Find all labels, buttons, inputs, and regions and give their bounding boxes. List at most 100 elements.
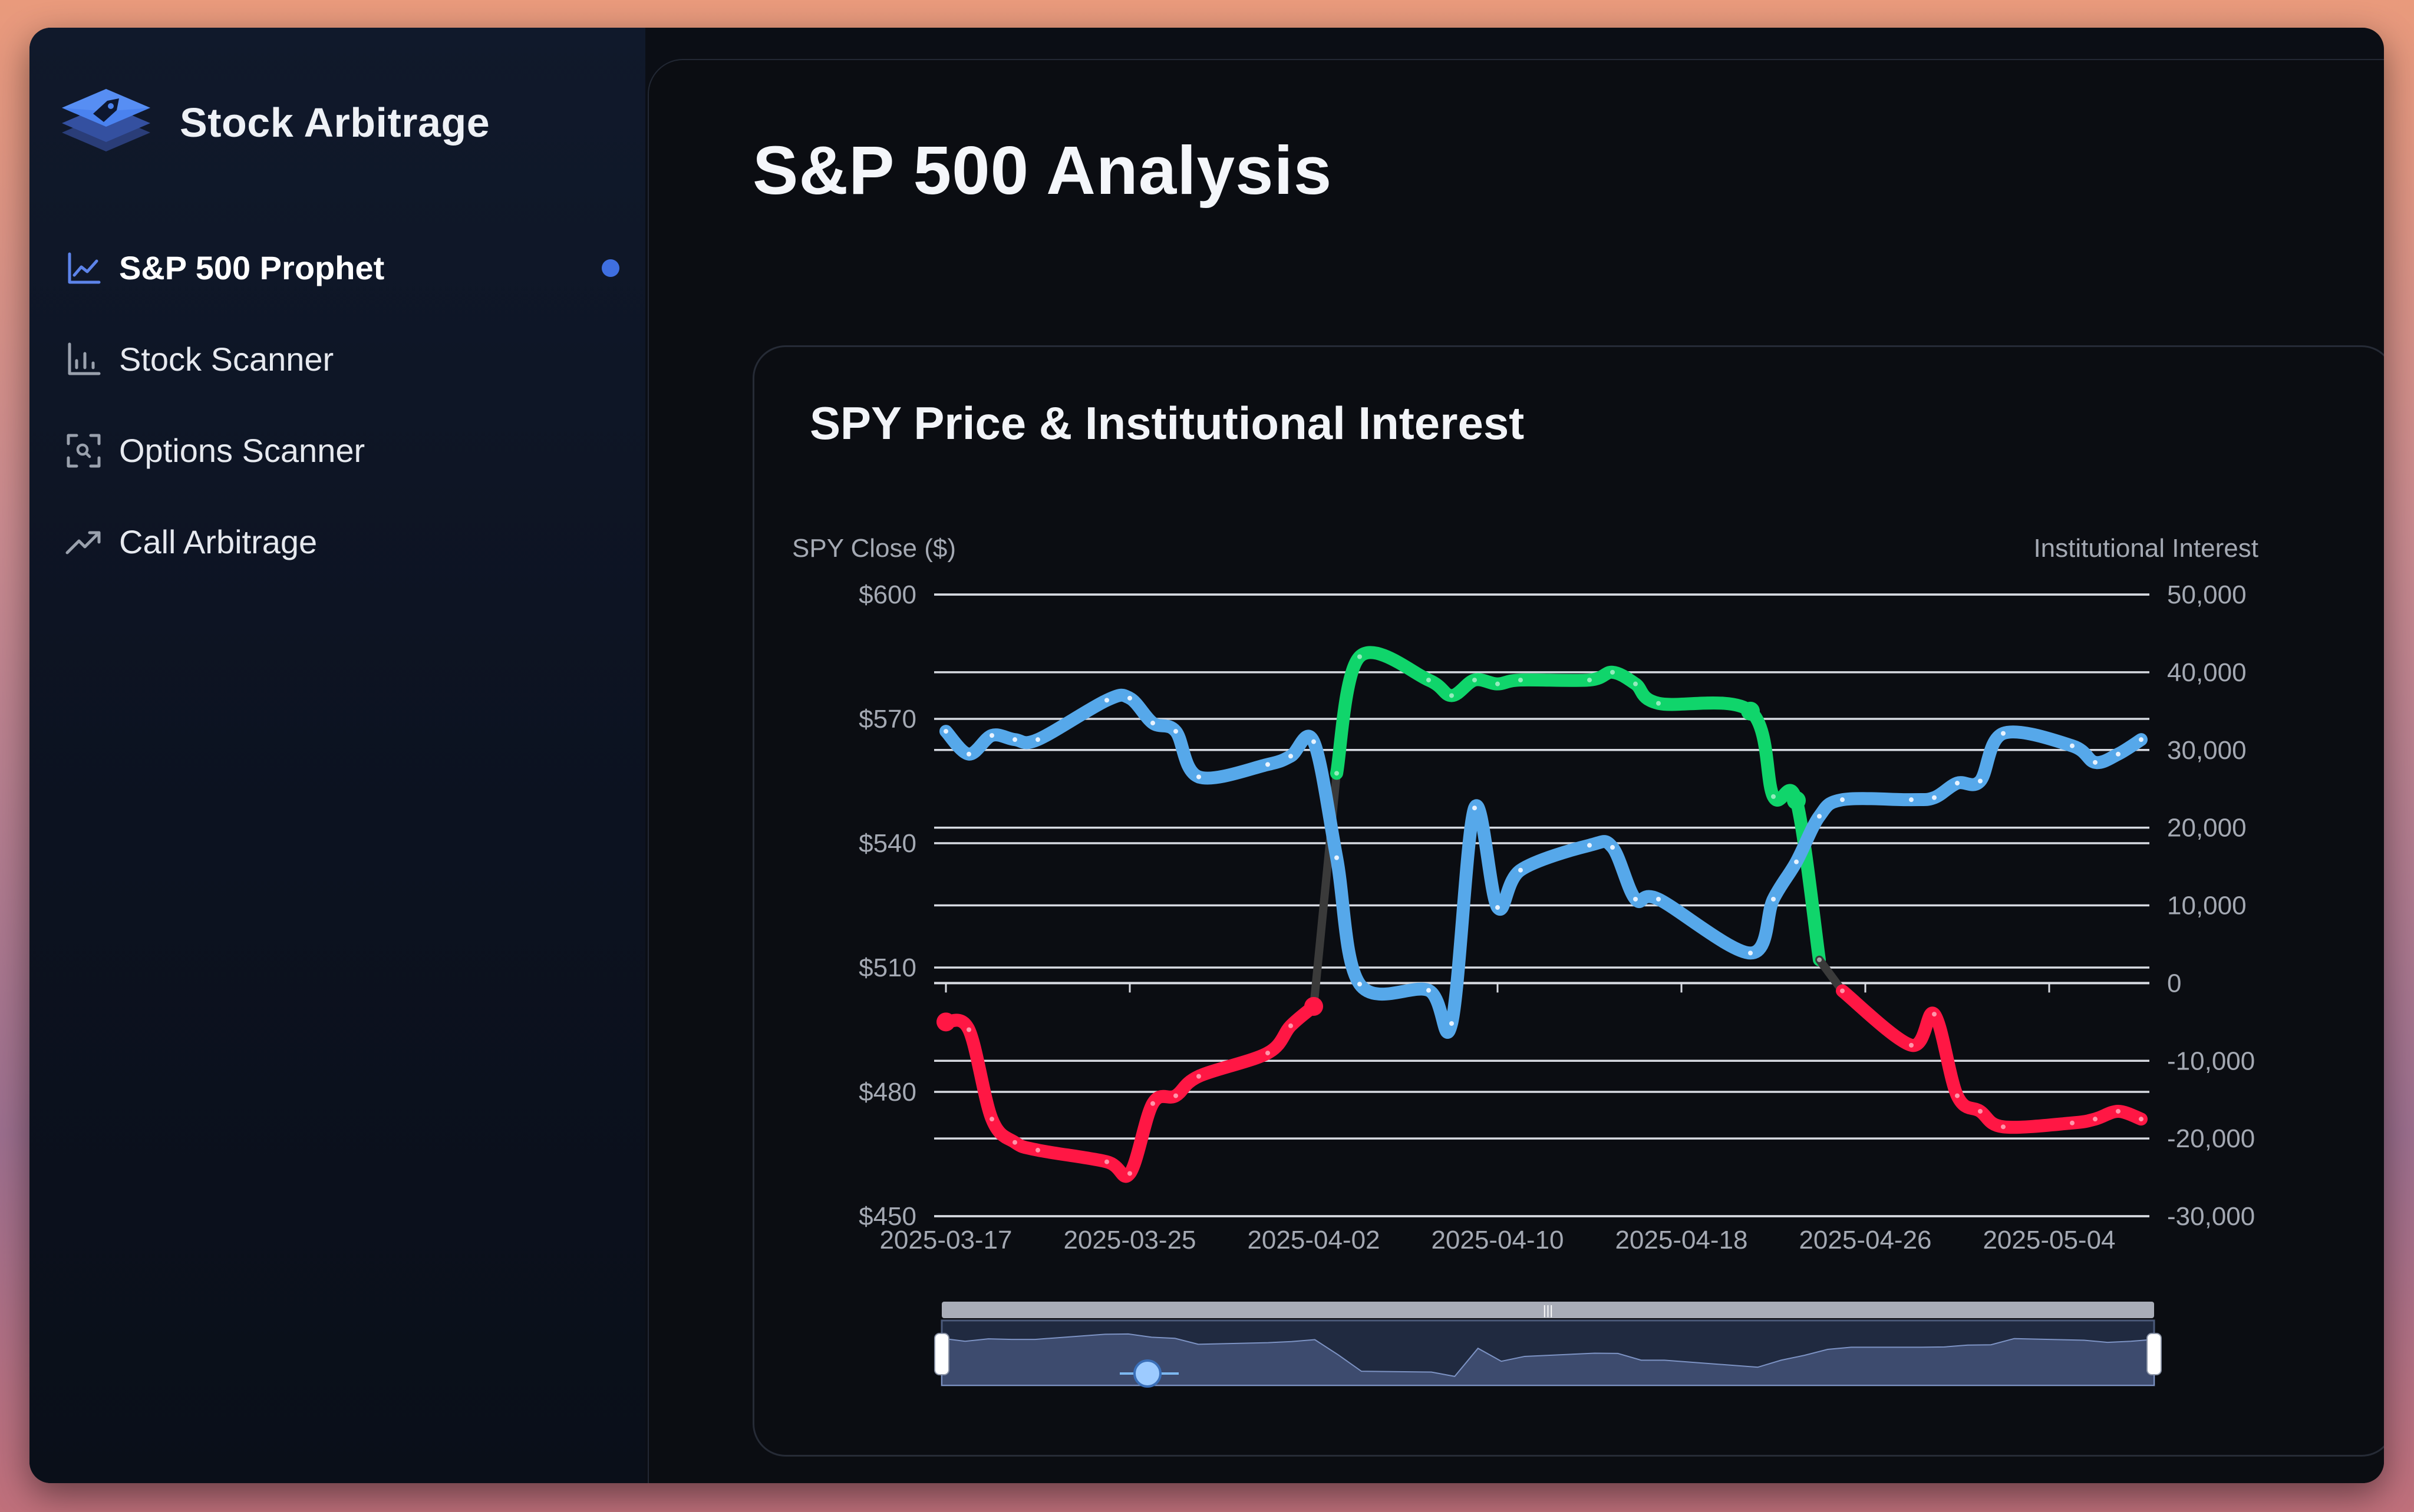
spy-price-point <box>1955 781 1960 786</box>
spy-price-point <box>1449 1021 1454 1026</box>
y-left-tick-label: $480 <box>859 1078 916 1107</box>
spy-price-point <box>944 729 948 734</box>
brand[interactable]: Stock Arbitrage <box>59 78 490 167</box>
spy-price-point <box>1840 797 1845 803</box>
y-right-tick-label: 10,000 <box>2167 892 2247 920</box>
spy-price-point <box>990 733 994 738</box>
app-name: Stock Arbitrage <box>180 100 490 146</box>
y-right-tick-label: 30,000 <box>2167 736 2247 765</box>
sidebar-item-label: Options Scanner <box>119 432 365 469</box>
interest-point <box>1357 654 1362 659</box>
main-content: S&P 500 Analysis SPY Price & Institution… <box>648 59 2384 1483</box>
spy-price-point <box>1633 896 1638 902</box>
spy-price-point <box>1013 737 1017 742</box>
y-left-tick-label: $540 <box>859 829 916 858</box>
spy-price-point <box>2139 737 2143 742</box>
interest-point <box>1587 678 1592 683</box>
right-axis-title: Institutional Interest <box>2033 534 2258 563</box>
interest-point <box>967 1027 971 1032</box>
spy-price-point <box>1748 950 1753 956</box>
sidebar-nav: S&P 500 Prophet Stock Scanner Options Sc… <box>65 222 631 587</box>
interest-point <box>1288 1023 1293 1028</box>
y-right-tick-label: -10,000 <box>2167 1046 2255 1075</box>
chart-title: SPY Price & Institutional Interest <box>810 397 1525 449</box>
spy-price-point <box>967 751 971 757</box>
rocket-logo-icon <box>62 89 150 151</box>
spy-price-point <box>1288 754 1293 759</box>
spy-price-point <box>1426 988 1431 993</box>
x-tick-label: 2025-04-18 <box>1615 1226 1747 1255</box>
interest-point <box>1265 1051 1270 1056</box>
spy-price-point <box>1587 843 1592 848</box>
sidebar: Stock Arbitrage S&P 500 Prophet Stock Sc… <box>29 28 645 1483</box>
x-tick-label: 2025-04-26 <box>1799 1226 1931 1255</box>
spy-price-point <box>1173 729 1178 734</box>
y-right-tick-label: 20,000 <box>2167 814 2247 843</box>
spy-price-point <box>1909 797 1914 803</box>
interest-point <box>1633 681 1638 686</box>
spy-price-point <box>1196 774 1201 780</box>
y-right-tick-label: 40,000 <box>2167 658 2247 687</box>
interest-line-segment <box>1836 984 2148 1134</box>
interest-point <box>2139 1117 2143 1122</box>
interest-point <box>1978 1108 1983 1114</box>
zoom-position-knob[interactable] <box>1133 1359 1162 1388</box>
interest-point <box>2070 1120 2075 1125</box>
spy-price-point <box>1932 795 1937 800</box>
spy-price-line <box>939 688 2148 1039</box>
y-left-tick-label: $600 <box>859 580 916 609</box>
interest-line-segment <box>1330 646 1826 966</box>
spy-price-point <box>1495 905 1500 910</box>
spy-price-point <box>1518 867 1523 873</box>
interest-point <box>1932 1012 1937 1017</box>
spy-price-point <box>1104 698 1109 703</box>
interest-point <box>990 1117 994 1122</box>
interest-point <box>1472 678 1477 683</box>
spy-price-point <box>1265 762 1270 767</box>
spy-chart[interactable]: SPY Close ($) Institutional Interest $60… <box>754 347 2384 1455</box>
spy-price-point <box>2001 731 2006 736</box>
interest-point <box>1449 693 1454 698</box>
interest-point <box>1955 1093 1960 1098</box>
y-left-tick-label: $510 <box>859 953 916 982</box>
y-left-tick-label: $450 <box>859 1202 916 1231</box>
spy-price-point <box>1794 859 1799 864</box>
spy-price-point <box>1035 737 1040 742</box>
y-right-tick-label: -20,000 <box>2167 1124 2255 1153</box>
zoom-preview-area <box>941 1333 2155 1386</box>
interest-point <box>1495 681 1500 686</box>
spy-price-point <box>1978 778 1983 784</box>
y-right-tick-label: -30,000 <box>2167 1202 2255 1231</box>
y-right-tick-label: 50,000 <box>2167 580 2247 609</box>
x-tick-label: 2025-04-02 <box>1247 1226 1380 1255</box>
interest-point <box>1150 1101 1155 1106</box>
interest-point <box>1013 1140 1017 1145</box>
spy-price-point <box>2116 751 2121 757</box>
sidebar-item-options-scanner[interactable]: Options Scanner <box>65 405 631 496</box>
zoom-move-handle[interactable] <box>942 1302 2154 1318</box>
sidebar-item-sp500-prophet[interactable]: S&P 500 Prophet <box>65 222 631 313</box>
sidebar-item-label: S&P 500 Prophet <box>119 249 385 286</box>
spy-price-point <box>1610 845 1615 850</box>
y-left-tick-label: $570 <box>859 705 916 734</box>
interest-point <box>1196 1074 1201 1079</box>
trending-up-icon <box>65 531 101 554</box>
interest-point <box>1127 1171 1132 1176</box>
zoom-start-handle[interactable] <box>934 1333 949 1375</box>
interest-point <box>1334 771 1339 776</box>
interest-point <box>1817 957 1822 962</box>
interest-point <box>1518 678 1523 683</box>
interest-point <box>1173 1093 1178 1098</box>
spy-price-point <box>1771 896 1776 902</box>
sidebar-item-call-arbitrage[interactable]: Call Arbitrage <box>65 496 631 587</box>
interest-point <box>1909 1042 1914 1048</box>
zoom-end-handle[interactable] <box>2146 1333 2162 1375</box>
interest-point <box>1304 996 1323 1016</box>
sidebar-item-stock-scanner[interactable]: Stock Scanner <box>65 313 631 405</box>
interest-point <box>1741 701 1760 721</box>
x-tick-label: 2025-05-04 <box>1983 1226 2115 1255</box>
page-title: S&P 500 Analysis <box>753 132 1333 209</box>
interest-point <box>1610 669 1615 675</box>
scan-icon <box>67 434 101 467</box>
spy-price-point <box>2070 743 2075 748</box>
